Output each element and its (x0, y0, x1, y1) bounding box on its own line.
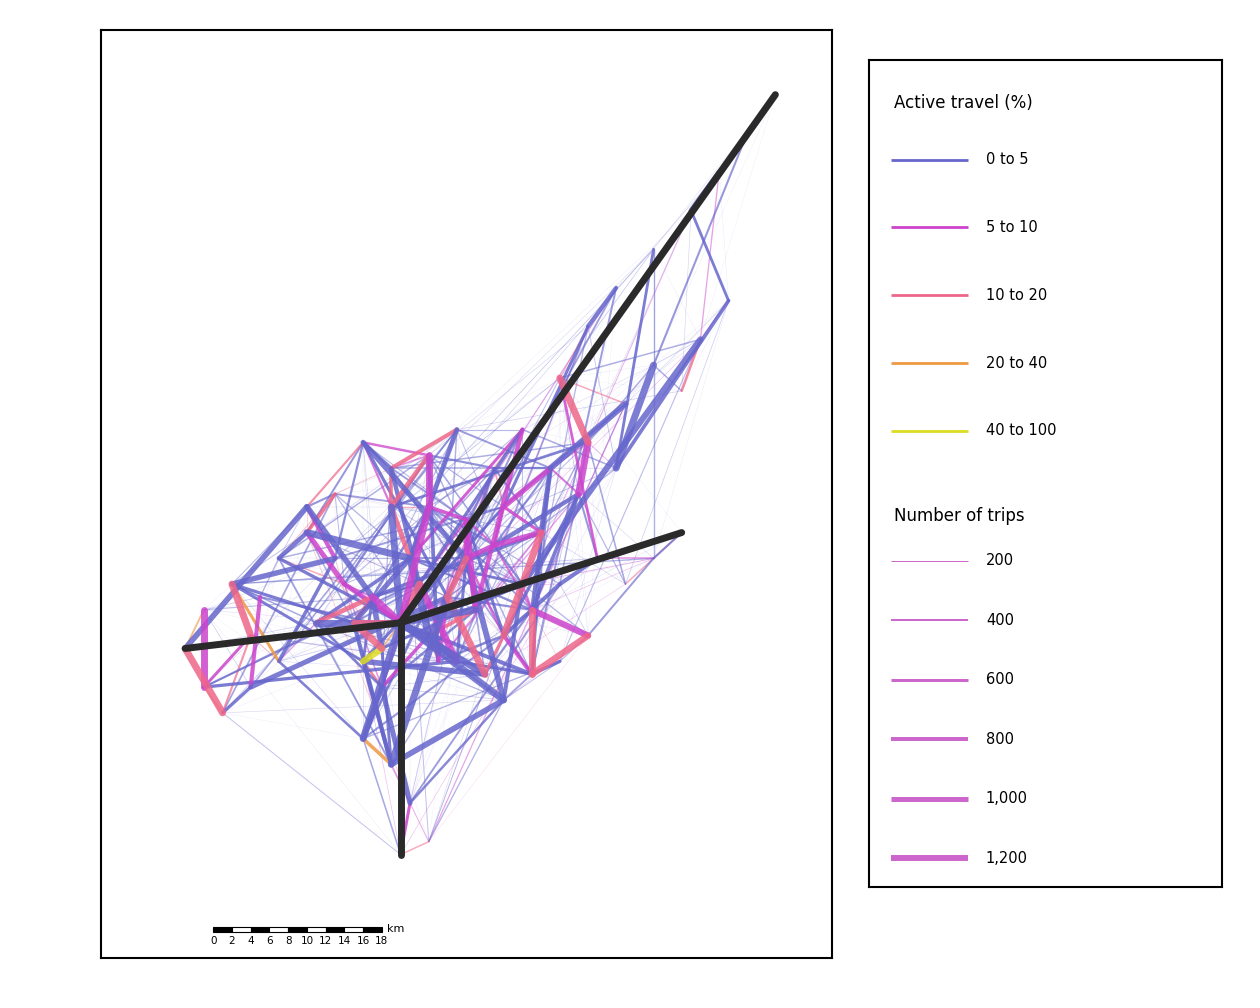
Text: 18: 18 (375, 936, 388, 947)
Bar (325, 926, 344, 931)
Text: 1,200: 1,200 (985, 851, 1028, 866)
Text: 12: 12 (319, 936, 333, 947)
Text: 4: 4 (247, 936, 255, 947)
Text: 10 to 20: 10 to 20 (985, 287, 1047, 302)
Text: 200: 200 (985, 553, 1014, 569)
Text: 6: 6 (266, 936, 272, 947)
Text: 10: 10 (300, 936, 314, 947)
Text: 2: 2 (228, 936, 236, 947)
Bar (213, 926, 232, 931)
Bar (344, 926, 363, 931)
Text: 40 to 100: 40 to 100 (985, 423, 1056, 438)
Text: Number of trips: Number of trips (895, 507, 1024, 525)
Text: 20 to 40: 20 to 40 (985, 356, 1047, 371)
Text: 400: 400 (985, 613, 1014, 628)
Text: 8: 8 (285, 936, 291, 947)
Bar (232, 926, 251, 931)
Text: 0 to 5: 0 to 5 (985, 152, 1028, 167)
Text: 0: 0 (210, 936, 217, 947)
Text: km: km (388, 924, 404, 934)
Text: 1,000: 1,000 (985, 791, 1028, 806)
Text: 14: 14 (338, 936, 352, 947)
Text: Active travel (%): Active travel (%) (895, 94, 1033, 112)
Text: 16: 16 (357, 936, 369, 947)
Bar (251, 926, 270, 931)
Text: 600: 600 (985, 672, 1014, 687)
Bar (307, 926, 325, 931)
Text: 5 to 10: 5 to 10 (985, 220, 1037, 235)
Bar (289, 926, 307, 931)
Bar (363, 926, 382, 931)
Bar (270, 926, 289, 931)
Text: 800: 800 (985, 732, 1014, 747)
